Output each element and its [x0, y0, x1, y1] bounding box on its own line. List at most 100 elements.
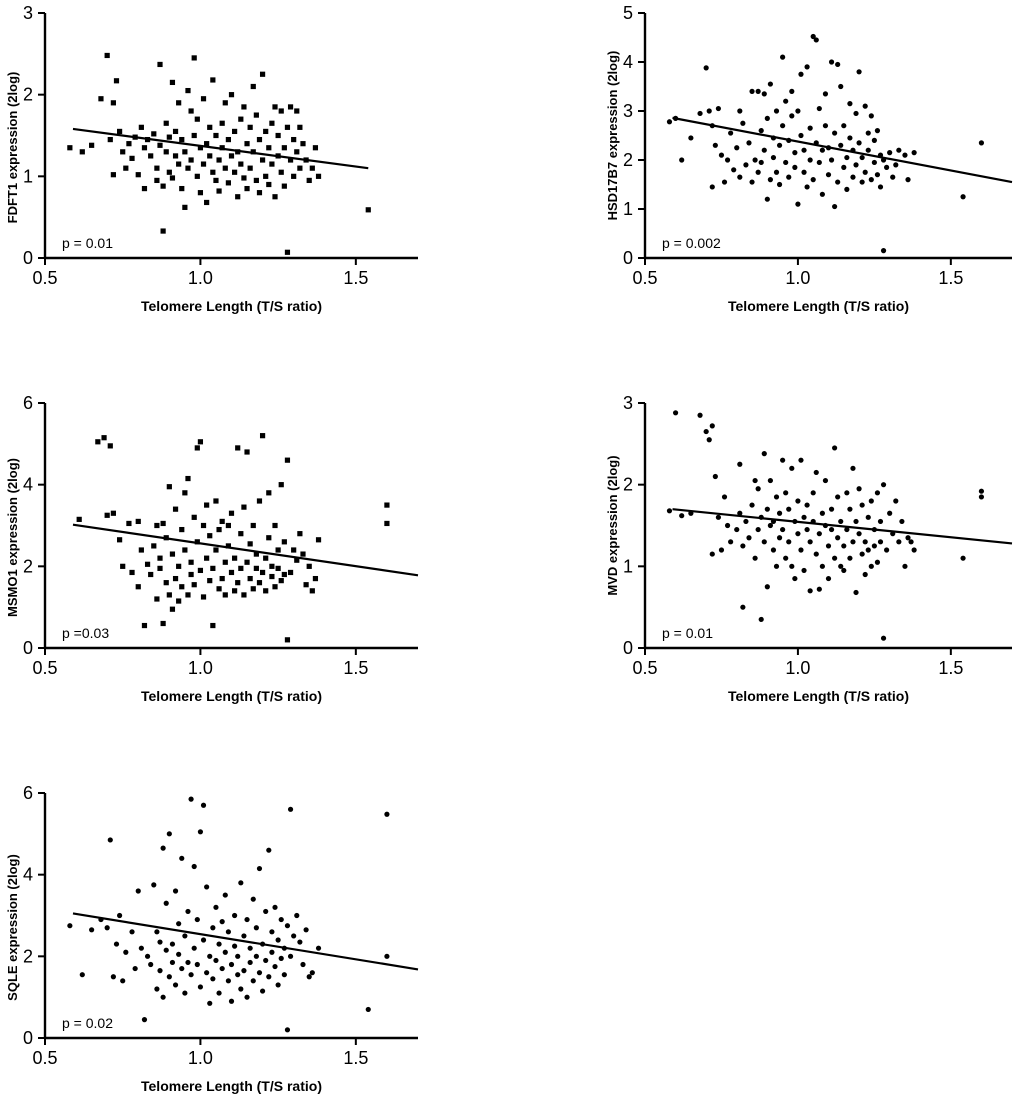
data-point: [210, 622, 216, 629]
data-point: [287, 806, 294, 812]
data-point: [697, 110, 703, 117]
data-point: [138, 124, 144, 130]
data-point: [278, 916, 284, 923]
x-tick-label: 0.5: [32, 658, 57, 678]
data-point: [281, 145, 287, 151]
data-point: [169, 79, 176, 86]
x-tick-label: 1.0: [188, 268, 213, 288]
data-point: [896, 147, 902, 153]
data-point: [256, 970, 263, 976]
data-point: [250, 522, 256, 529]
data-point: [157, 142, 163, 148]
data-point: [795, 531, 801, 537]
data-point: [210, 77, 216, 83]
data-point: [770, 154, 777, 161]
data-point: [89, 142, 95, 148]
data-point: [789, 465, 795, 471]
data-point: [841, 123, 847, 129]
data-point: [859, 551, 865, 557]
data-point: [874, 559, 881, 565]
data-point: [880, 248, 887, 254]
data-point: [776, 142, 783, 148]
data-point: [207, 578, 213, 584]
data-point: [256, 190, 263, 196]
data-point: [838, 518, 844, 525]
data-point: [384, 811, 390, 817]
data-point: [862, 571, 868, 578]
data-point: [865, 147, 871, 153]
data-point: [278, 482, 284, 488]
data-point: [210, 565, 216, 571]
data-point: [235, 580, 241, 586]
data-point: [703, 65, 709, 71]
data-point: [166, 134, 172, 140]
data-point: [755, 486, 761, 492]
data-point: [244, 141, 250, 147]
data-point: [117, 912, 123, 919]
data-point: [856, 486, 862, 492]
data-point: [761, 91, 767, 97]
data-point: [911, 547, 917, 553]
data-point: [312, 575, 319, 582]
data-point: [191, 945, 197, 951]
data-point: [309, 970, 315, 976]
data-point: [222, 100, 228, 106]
data-point: [225, 543, 231, 549]
data-point: [712, 473, 718, 480]
data-point: [247, 959, 253, 966]
data-point: [163, 900, 169, 906]
data-point: [185, 87, 191, 94]
data-point: [225, 522, 231, 529]
data-point: [835, 61, 841, 68]
data-point: [306, 563, 312, 569]
data-point: [272, 194, 278, 200]
data-point: [182, 547, 188, 553]
y-axis-label: SQLE expression (2log): [5, 854, 20, 1001]
data-point: [810, 177, 816, 183]
data-point: [825, 543, 832, 549]
data-point: [281, 183, 287, 189]
data-point: [238, 565, 244, 571]
data-point: [154, 165, 160, 171]
data-point: [160, 620, 166, 627]
regression-line: [672, 116, 1013, 184]
data-point: [764, 196, 770, 202]
data-point: [303, 927, 309, 933]
data-point: [856, 69, 862, 75]
data-point: [835, 494, 841, 500]
data-point: [810, 490, 816, 496]
x-tick-label: 0.5: [32, 268, 57, 288]
data-point: [767, 477, 773, 484]
data-point: [188, 108, 194, 114]
data-point: [294, 149, 300, 155]
data-point: [807, 125, 813, 131]
data-point: [688, 135, 694, 141]
data-point: [880, 482, 887, 488]
data-point: [755, 88, 761, 94]
data-point: [291, 547, 297, 553]
data-point: [210, 976, 216, 982]
data-point: [816, 159, 822, 166]
data-point: [859, 154, 865, 161]
data-point: [154, 986, 160, 992]
data-point: [740, 543, 746, 549]
data-point: [207, 1000, 213, 1006]
data-point: [275, 547, 281, 553]
data-point: [666, 508, 673, 514]
data-point: [877, 539, 884, 545]
data-point: [238, 161, 244, 167]
data-point: [263, 128, 269, 135]
data-point: [225, 180, 231, 186]
data-point: [129, 569, 135, 576]
y-tick-label: 0: [23, 638, 33, 658]
data-point: [250, 978, 256, 984]
data-point: [160, 183, 166, 189]
x-axis-label: Telomere Length (T/S ratio): [141, 1078, 322, 1094]
data-point: [825, 575, 832, 582]
data-point: [200, 161, 207, 167]
data-point: [197, 439, 204, 445]
data-point: [113, 78, 120, 84]
data-point: [179, 185, 185, 192]
data-point: [740, 604, 746, 610]
regression-line: [72, 127, 369, 170]
